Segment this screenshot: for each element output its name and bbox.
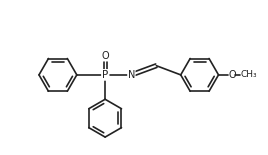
Text: O: O: [229, 70, 236, 80]
Text: O: O: [101, 51, 109, 61]
Text: CH₃: CH₃: [241, 70, 257, 79]
Text: P: P: [102, 70, 108, 80]
Text: N: N: [128, 70, 135, 80]
